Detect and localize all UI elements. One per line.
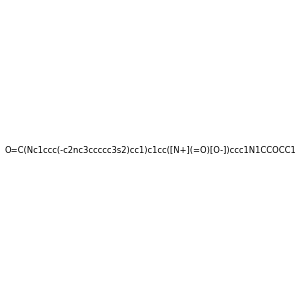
Text: O=C(Nc1ccc(-c2nc3ccccc3s2)cc1)c1cc([N+](=O)[O-])ccc1N1CCOCC1: O=C(Nc1ccc(-c2nc3ccccc3s2)cc1)c1cc([N+](… <box>4 146 296 154</box>
